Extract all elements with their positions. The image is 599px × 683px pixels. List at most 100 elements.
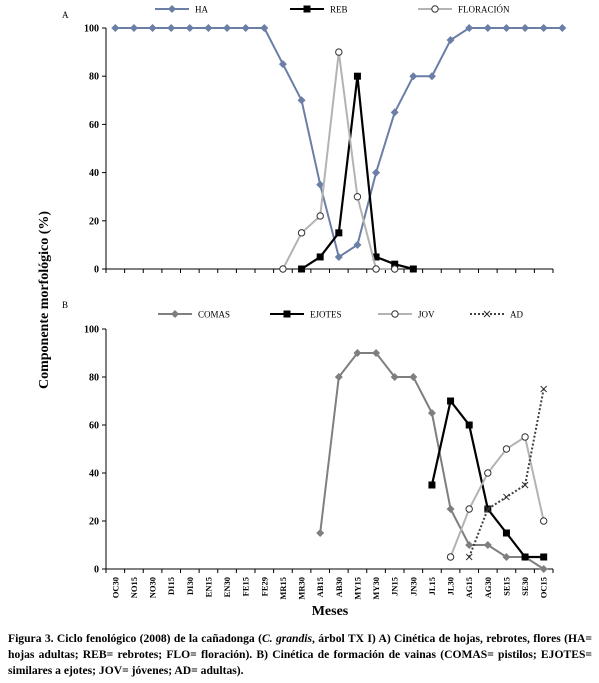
legend-marker-ad	[483, 310, 491, 318]
x-tick-label: MR15	[278, 577, 288, 600]
caption-part-1: Figura 3. Ciclo fenológico (2008) de la …	[8, 632, 262, 645]
x-tick-label: AB30	[334, 577, 344, 597]
data-point-ha	[465, 24, 474, 32]
data-point-comas	[427, 409, 436, 417]
data-point-reb	[372, 253, 380, 261]
legend-marker-jov	[391, 310, 399, 318]
y-tick-label-0: 80	[89, 72, 99, 83]
data-point-floración	[353, 193, 362, 201]
legend-marker-ha	[168, 5, 176, 13]
data-point-ha	[111, 24, 120, 32]
data-point-floración	[372, 265, 380, 273]
data-point-comas	[390, 373, 399, 381]
legend-marker-comas	[171, 310, 179, 318]
data-point-comas	[483, 541, 492, 549]
data-point-comas	[539, 565, 548, 573]
data-point-ha	[148, 24, 157, 32]
y-tick-label-0: 60	[89, 120, 99, 131]
data-point-comas	[465, 541, 474, 549]
data-point-ha	[558, 24, 567, 32]
x-tick-label: DI30	[185, 577, 195, 595]
data-point-ha	[390, 108, 399, 117]
data-point-ejotes	[540, 553, 548, 561]
y-tick-label-0: 0	[94, 265, 99, 276]
data-point-ad	[540, 385, 548, 393]
legend-label-ejotes: EJOTES	[310, 310, 342, 320]
data-point-floración	[335, 48, 343, 56]
y-tick-label-0: 100	[84, 24, 99, 35]
panel-label-0: A	[62, 10, 69, 20]
data-point-ha	[297, 96, 306, 105]
data-point-floración	[390, 265, 399, 273]
figure-chart: A 0 20 40 60 80 100 HA REB FLORACIÓN B 0 20 40 60 80 100…	[37, 5, 567, 619]
x-tick-label: NO15	[129, 577, 139, 598]
series-line-jov	[449, 435, 545, 558]
data-point-jov	[502, 445, 511, 453]
data-point-reb	[298, 265, 306, 273]
data-point-ad	[521, 481, 529, 489]
data-point-reb	[316, 253, 324, 261]
data-point-reb	[353, 72, 361, 80]
x-tick-label: AG15	[464, 577, 474, 598]
legend-label-jov: JOV	[418, 310, 435, 320]
data-point-ha	[353, 240, 362, 249]
x-tick-label: DI15	[166, 577, 176, 595]
x-tick-label: MY15	[352, 577, 362, 600]
x-tick-label: AB15	[315, 577, 325, 597]
x-tick-label: NO30	[148, 577, 158, 598]
legend-marker-ejotes	[283, 310, 291, 318]
data-point-reb	[409, 265, 417, 273]
y-tick-label-0: 40	[89, 168, 99, 179]
data-point-ejotes	[502, 529, 510, 537]
data-point-floración	[297, 229, 306, 237]
series-line-ejotes	[430, 398, 544, 559]
data-point-ha	[427, 72, 436, 81]
legend-marker-reb	[303, 5, 311, 13]
series-line-floración	[282, 51, 395, 270]
data-point-jov	[446, 553, 455, 561]
data-point-ha	[334, 252, 343, 261]
x-tick-label: MR30	[297, 577, 307, 600]
data-point-comas	[446, 505, 455, 513]
x-tick-label: JN15	[390, 577, 400, 596]
y-tick-label-1: 40	[89, 469, 99, 480]
data-point-ha	[129, 24, 138, 32]
data-point-ejotes	[428, 481, 436, 489]
x-tick-label: FE29	[259, 577, 269, 596]
x-tick-label: JL30	[446, 577, 456, 595]
data-point-jov	[521, 433, 529, 441]
data-point-ejotes	[521, 553, 529, 561]
legend-label-ha: HA	[195, 5, 208, 15]
data-point-jov	[484, 469, 492, 477]
x-tick-label: SE15	[501, 577, 511, 596]
data-point-ha	[241, 24, 250, 32]
data-point-ha	[483, 24, 492, 32]
data-point-ejotes	[465, 421, 473, 429]
legend-label-reb: REB	[330, 5, 348, 15]
y-axis-title: Componente morfológico (%)	[37, 211, 52, 389]
data-point-comas	[334, 373, 343, 381]
x-tick-label: EN15	[203, 577, 213, 597]
data-point-ha	[372, 168, 381, 177]
series-line-ha	[115, 27, 563, 259]
y-tick-label-1: 80	[89, 373, 99, 384]
data-point-ha	[223, 24, 232, 32]
x-tick-label: MY30	[371, 577, 381, 600]
caption-species: C. grandis	[261, 632, 313, 645]
data-point-reb	[391, 260, 399, 268]
data-point-ha	[260, 24, 269, 32]
data-point-ha	[278, 60, 287, 69]
x-tick-label: SE30	[520, 577, 530, 596]
x-tick-label: JL15	[427, 577, 437, 595]
data-point-ad	[484, 505, 492, 513]
data-point-comas	[502, 553, 511, 561]
y-tick-label-1: 60	[89, 421, 99, 432]
y-tick-label-1: 20	[89, 517, 99, 528]
data-point-comas	[372, 349, 381, 357]
data-point-ad	[465, 553, 473, 561]
data-point-ha	[502, 24, 511, 32]
x-tick-label: FE15	[241, 577, 251, 596]
data-point-ha	[204, 24, 213, 32]
legend-label-comas: COMAS	[198, 310, 230, 320]
data-point-comas	[409, 373, 418, 381]
